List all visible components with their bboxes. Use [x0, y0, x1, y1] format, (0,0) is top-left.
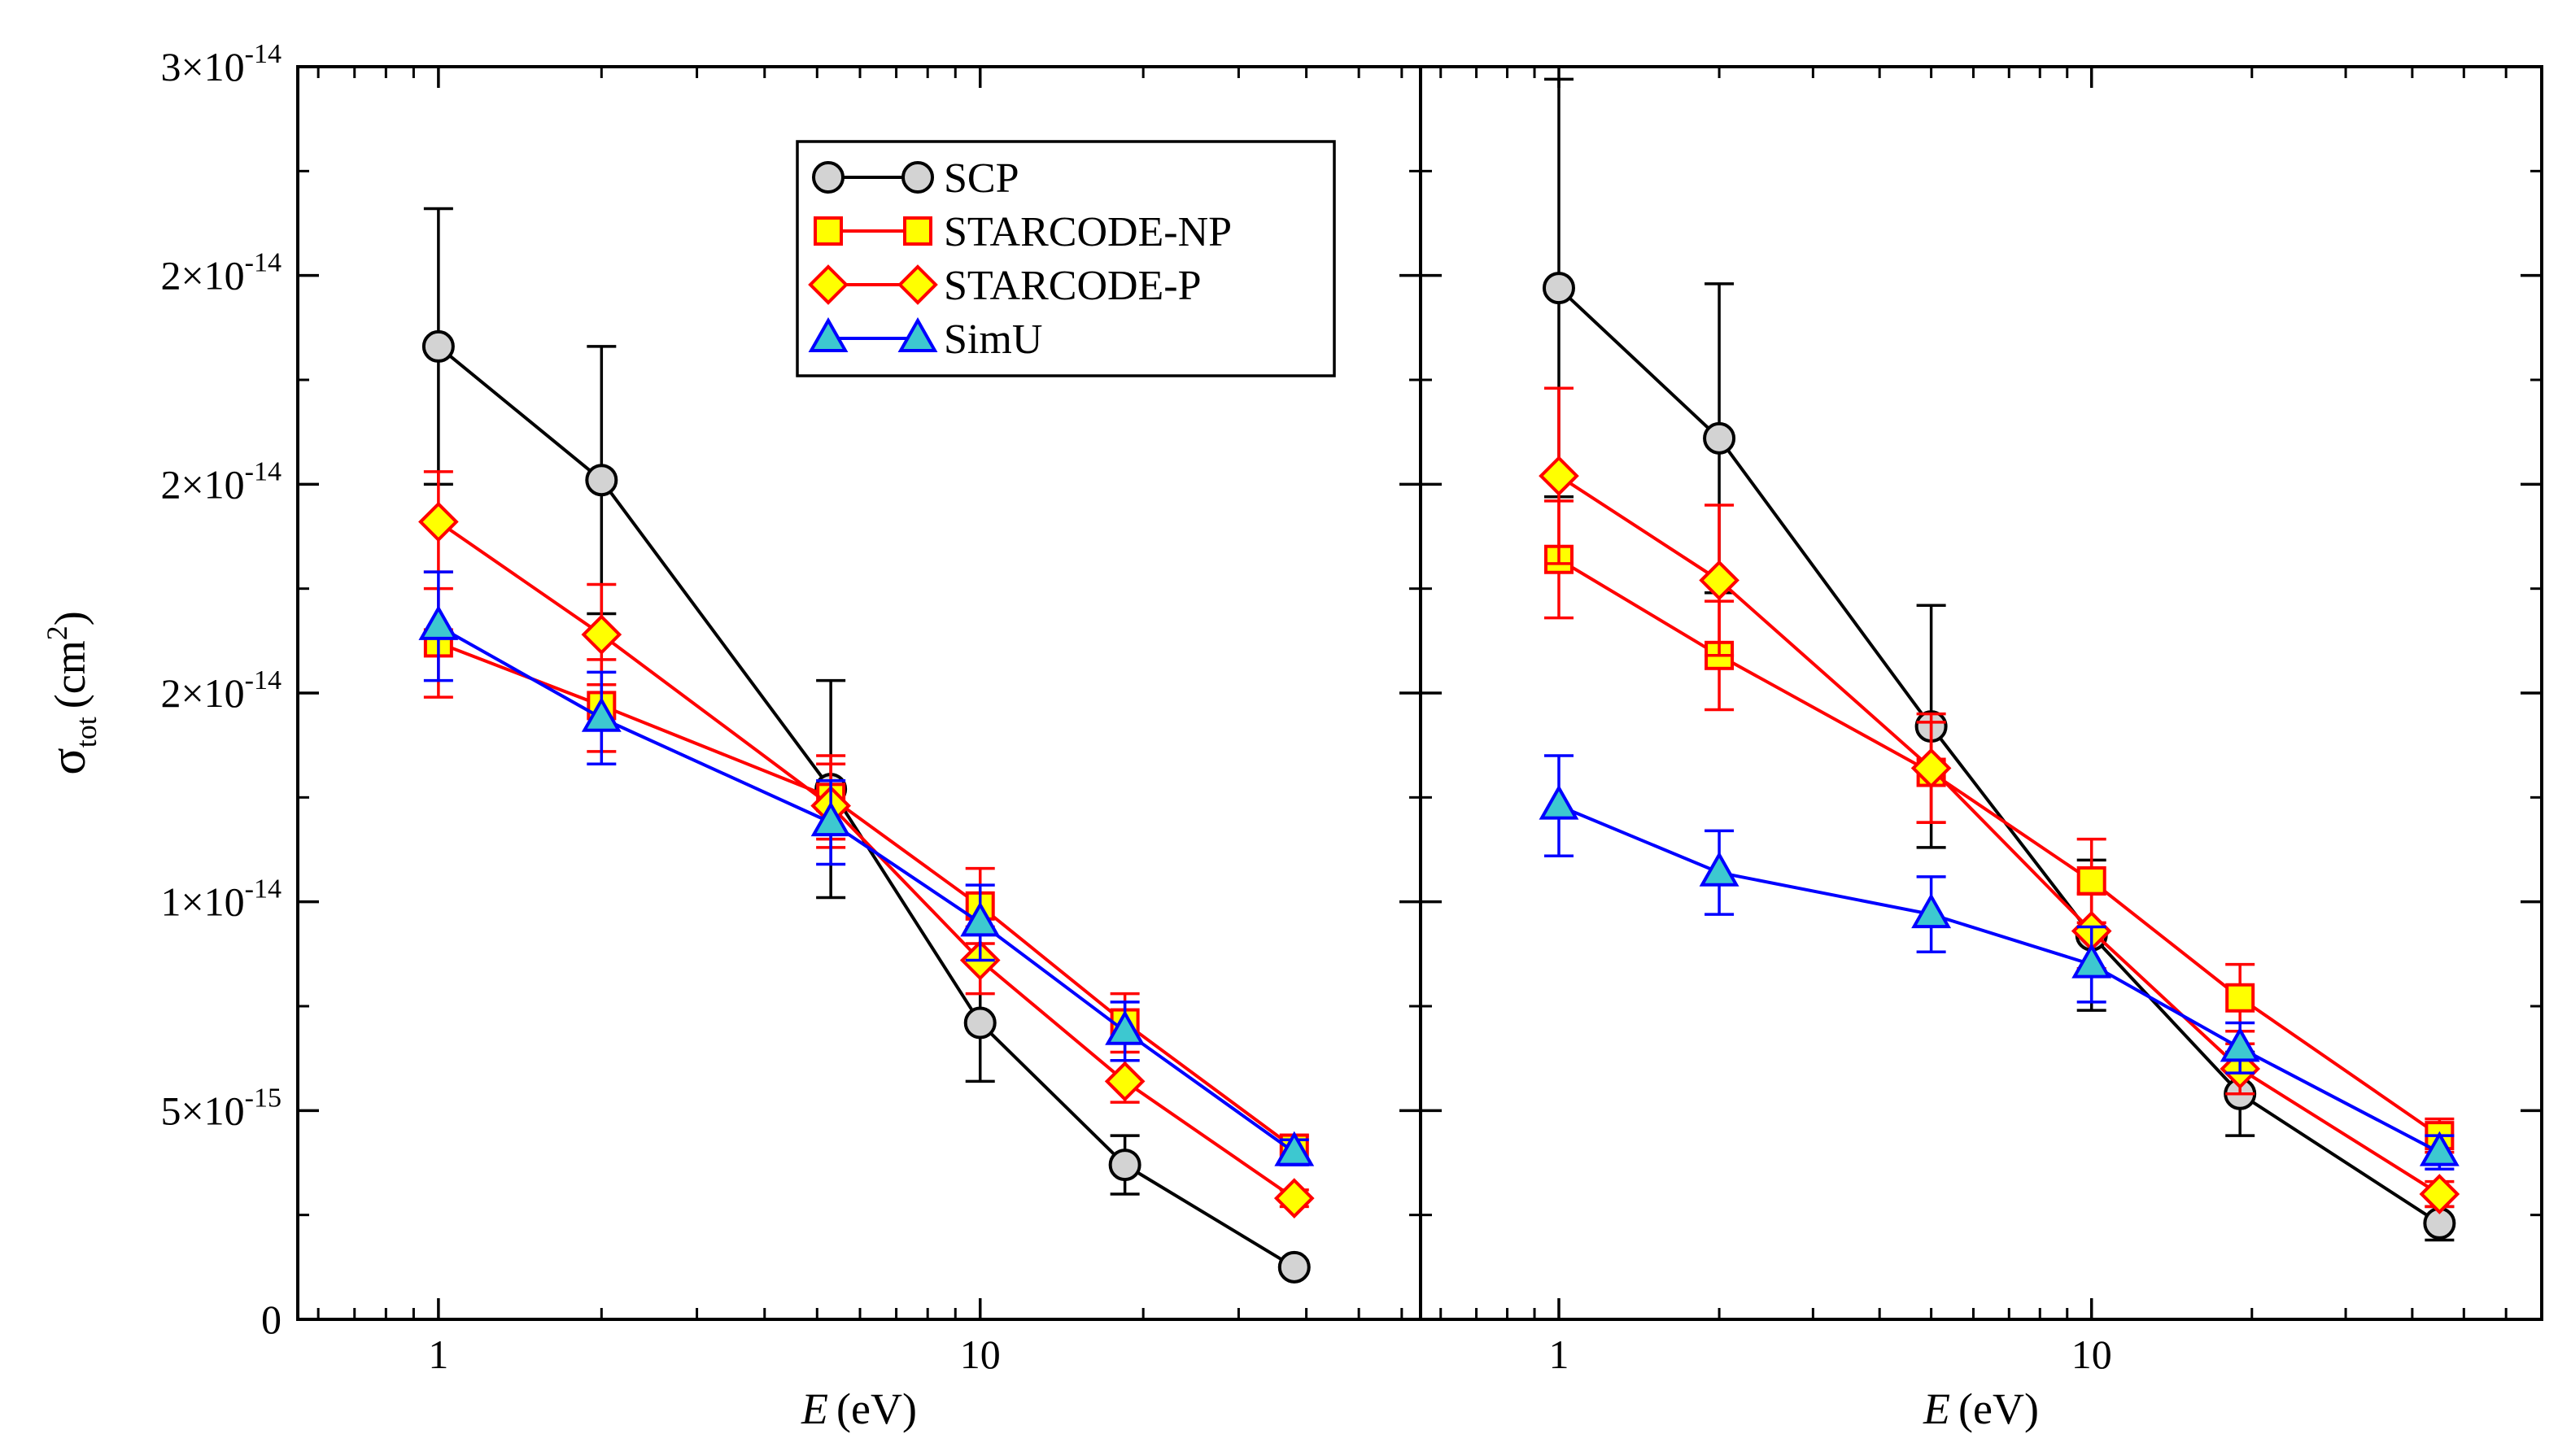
legend-label: SimU — [944, 316, 1042, 363]
marker-circle — [812, 161, 845, 194]
ticks-layer — [298, 67, 2542, 1319]
marker-triangle — [2220, 1027, 2260, 1062]
y-tick-label: 3×10-14 — [160, 39, 282, 89]
x-tick-label: 10 — [2071, 1332, 2112, 1377]
series-line — [1557, 558, 2441, 1137]
series-simu — [418, 570, 1315, 1166]
marker-diamond — [808, 264, 849, 305]
y-axis-label: σtot(cm2) — [41, 611, 103, 774]
marker-triangle — [1274, 1131, 1315, 1166]
series-starcode-np — [1543, 499, 2455, 1154]
marker-square — [903, 216, 932, 246]
series-scp — [421, 207, 1311, 1284]
marker-circle — [901, 161, 934, 194]
marker-diamond — [897, 264, 938, 305]
y-tick-label: 2×10-14 — [160, 248, 282, 299]
legend-entry: STARCODE-NP — [814, 209, 1232, 255]
marker-circle — [421, 329, 455, 363]
series-line — [437, 520, 1295, 1200]
marker-circle — [1277, 1250, 1311, 1284]
marker-triangle — [418, 604, 459, 640]
x-axis-label: E (eV) — [801, 1384, 917, 1433]
legend-label: STARCODE-NP — [944, 209, 1232, 255]
y-tick-label: 0 — [261, 1297, 282, 1342]
series-starcode-np — [423, 586, 1309, 1163]
marker-diamond — [1104, 1061, 1146, 1102]
series-line — [437, 625, 1295, 1154]
series-simu — [1539, 754, 2460, 1170]
series-line — [1558, 804, 2441, 1154]
marker-triangle — [810, 801, 851, 837]
marker-triangle — [1539, 784, 1579, 820]
legend-label: STARCODE-P — [944, 263, 1202, 309]
marker-triangle — [897, 316, 938, 352]
series-line — [438, 641, 1295, 1150]
legend-label: SCP — [944, 155, 1019, 202]
marker-triangle — [1105, 1009, 1146, 1045]
y-tick-label: 5×10-15 — [160, 1083, 282, 1133]
marker-triangle — [960, 901, 1001, 937]
y-tick-label: 2×10-14 — [160, 665, 282, 716]
legend: SCP STARCODE-NP STARCODE-P SimU — [796, 140, 1336, 377]
legend-entry: STARCODE-P — [808, 263, 1202, 309]
marker-diamond — [1699, 560, 1739, 601]
labels-layer: 0 5×10-15 1×10-14 2×10-14 2×10-14 2×10-14 3×10… — [41, 39, 2112, 1433]
series-starcode-p — [1539, 386, 2460, 1214]
marker-diamond — [581, 614, 622, 655]
series-starcode-p — [418, 470, 1315, 1218]
marker-circle — [1108, 1149, 1141, 1182]
y-tick-label: 1×10-14 — [160, 874, 282, 925]
marker-diamond — [1273, 1178, 1315, 1218]
marker-triangle — [2071, 943, 2112, 979]
right-panel-frame — [1419, 65, 2543, 1321]
marker-diamond — [418, 501, 459, 543]
series-line — [1557, 286, 2441, 1225]
marker-triangle — [581, 696, 622, 732]
legend-entry: SimU — [808, 316, 1042, 363]
marker-triangle — [1699, 851, 1739, 887]
legend-entry: SCP — [812, 155, 1019, 202]
x-axis-label: E (eV) — [1923, 1384, 2039, 1433]
marker-triangle — [808, 316, 849, 352]
marker-square — [2225, 983, 2255, 1013]
series-scp — [1542, 77, 2456, 1242]
x-tick-label: 1 — [1548, 1332, 1569, 1377]
marker-triangle — [1911, 893, 1952, 929]
y-tick-label: 2×10-14 — [160, 456, 282, 507]
marker-triangle — [2419, 1131, 2460, 1166]
x-tick-label: 1 — [428, 1332, 448, 1377]
marker-circle — [1542, 272, 1575, 305]
x-tick-label: 10 — [960, 1332, 1001, 1377]
series-line — [437, 345, 1295, 1269]
marker-diamond — [2419, 1174, 2460, 1214]
marker-circle — [1703, 421, 1736, 455]
marker-square — [2076, 866, 2106, 896]
series-line — [1557, 474, 2441, 1196]
marker-circle — [963, 1006, 997, 1040]
marker-circle — [585, 464, 618, 497]
series-layer — [418, 77, 2460, 1284]
marker-square — [814, 216, 843, 246]
marker-diamond — [1910, 748, 1952, 789]
marker-diamond — [1539, 456, 1579, 496]
